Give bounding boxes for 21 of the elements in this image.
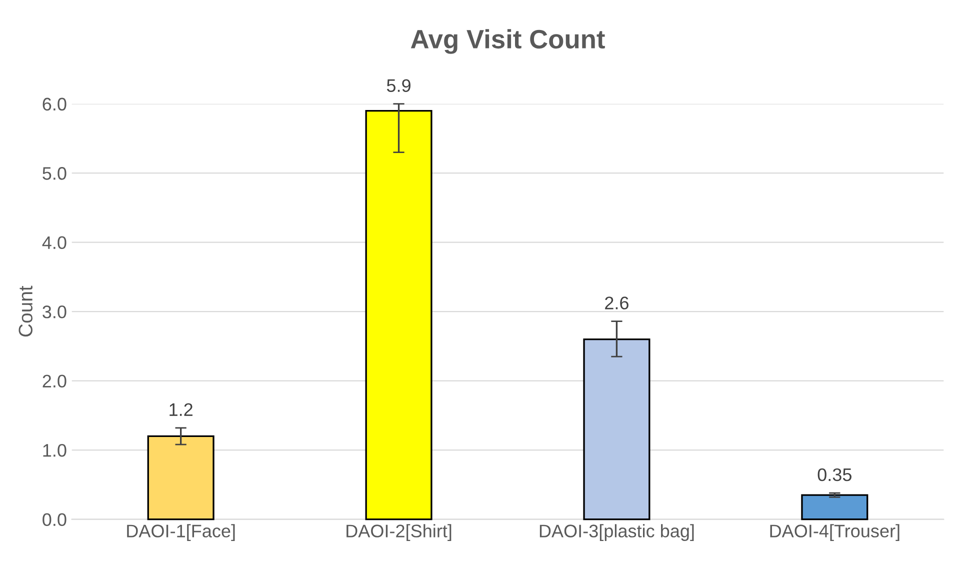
x-tick-label: DAOI-1[Face] — [127, 524, 235, 541]
y-tick-label: 1.0 — [43, 444, 66, 457]
bar — [801, 494, 868, 520]
y-tick-label: 3.0 — [42, 306, 66, 318]
x-tick-label: DAOI-4[Trouser] — [770, 524, 900, 541]
chart-title: Avg Visit Count — [410, 29, 605, 54]
x-tick-label: DAOI-3[plastic bag] — [540, 524, 694, 541]
bar — [365, 110, 432, 520]
y-axis-title: Count — [18, 286, 32, 337]
y-tick-label: 5.0 — [42, 167, 66, 180]
y-tick-label: 2.0 — [42, 374, 66, 388]
data-label: 1.2 — [170, 403, 192, 416]
bar — [583, 338, 650, 520]
y-tick-label: 0.0 — [42, 513, 66, 526]
bar — [147, 435, 214, 520]
y-tick-label: 4.0 — [42, 236, 66, 250]
x-tick-label: DAOI-2[Shirt] — [346, 524, 452, 541]
data-label: 2.6 — [605, 296, 628, 310]
data-label: 5.9 — [386, 79, 410, 92]
data-label: 0.35 — [818, 468, 852, 482]
y-tick-label: 6.0 — [42, 98, 66, 111]
